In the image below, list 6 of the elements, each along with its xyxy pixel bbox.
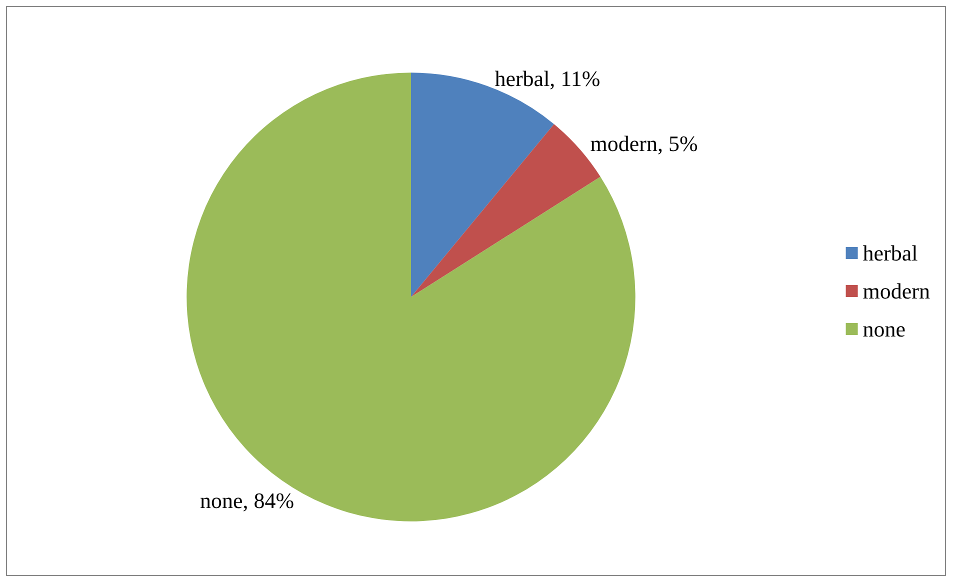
data-label: none, 84% bbox=[200, 488, 294, 514]
data-label: herbal, 11% bbox=[494, 66, 600, 91]
legend-label: none bbox=[862, 316, 906, 342]
legend-label: herbal bbox=[862, 240, 918, 266]
legend-label: modern bbox=[862, 278, 930, 304]
data-label: modern, 5% bbox=[590, 130, 698, 156]
